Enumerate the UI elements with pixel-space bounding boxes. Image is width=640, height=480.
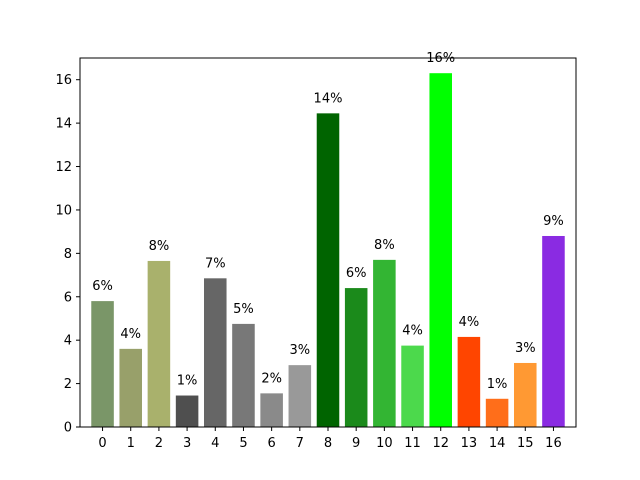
y-tick-label-4: 4 — [64, 334, 72, 349]
y-tick-label-0: 0 — [64, 421, 72, 436]
x-tick-label-13: 13 — [461, 436, 478, 451]
data-labels-group: 6% 4% 8% 1% 7% 5% 2% 3% 14% 6% 8% 4% 16% 4% 1% 3% 9% — [92, 51, 564, 392]
bar-6 — [260, 393, 283, 427]
bar-11 — [401, 345, 424, 427]
data-label-9: 6% — [346, 266, 367, 281]
data-label-12: 16% — [426, 51, 455, 66]
data-label-8: 14% — [314, 91, 343, 106]
bars-group — [91, 73, 565, 427]
data-label-4: 7% — [205, 256, 226, 271]
bar-13 — [457, 336, 481, 427]
y-tick-label-8: 8 — [64, 247, 72, 262]
x-tick-label-1: 1 — [127, 436, 135, 451]
x-tick-label-8: 8 — [324, 436, 332, 451]
x-tick-label-14: 14 — [489, 436, 506, 451]
x-tick-label-9: 9 — [352, 436, 360, 451]
x-tick-label-0: 0 — [98, 436, 106, 451]
bar-3 — [175, 395, 199, 427]
x-tick-label-6: 6 — [267, 436, 275, 451]
x-tick-label-12: 12 — [432, 436, 449, 451]
x-tick-label-7: 7 — [296, 436, 304, 451]
data-label-1: 4% — [120, 327, 141, 342]
data-label-6: 2% — [261, 371, 282, 386]
y-tick-label-16: 16 — [55, 73, 72, 88]
data-label-7: 3% — [290, 343, 311, 358]
bar-16 — [542, 235, 565, 427]
data-label-10: 8% — [374, 238, 395, 253]
y-tick-label-10: 10 — [55, 203, 72, 218]
bar-9 — [344, 288, 368, 427]
bar-15 — [514, 362, 537, 427]
x-tick-label-15: 15 — [517, 436, 534, 451]
data-label-15: 3% — [515, 341, 536, 356]
bar-8 — [316, 113, 340, 427]
bar-2 — [147, 260, 171, 427]
plot-frame — [79, 57, 577, 428]
bar-1 — [119, 348, 142, 427]
y-tick-label-12: 12 — [55, 160, 72, 175]
x-tick-label-5: 5 — [239, 436, 247, 451]
y-tick-label-6: 6 — [64, 290, 72, 305]
x-axis: 0 1 2 3 4 5 6 7 8 9 10 11 12 13 14 15 16 — [98, 427, 562, 451]
data-label-2: 8% — [149, 239, 170, 254]
y-tick-label-14: 14 — [55, 117, 72, 132]
data-label-16: 9% — [543, 214, 564, 229]
y-tick-label-2: 2 — [64, 377, 72, 392]
data-label-14: 1% — [487, 377, 508, 392]
x-tick-label-10: 10 — [376, 436, 393, 451]
bar-0 — [91, 301, 114, 427]
data-label-13: 4% — [459, 315, 480, 330]
x-tick-label-16: 16 — [545, 436, 562, 451]
x-tick-label-4: 4 — [211, 436, 219, 451]
data-label-0: 6% — [92, 279, 113, 294]
bar-4 — [204, 278, 227, 427]
x-tick-label-3: 3 — [183, 436, 191, 451]
y-axis: 0 2 4 6 8 10 12 14 16 — [55, 73, 80, 436]
bar-7 — [288, 365, 312, 427]
x-tick-label-11: 11 — [404, 436, 421, 451]
bar-12 — [429, 73, 452, 427]
bar-14 — [485, 398, 509, 427]
data-label-5: 5% — [233, 302, 254, 317]
data-label-11: 4% — [402, 324, 423, 339]
data-label-3: 1% — [177, 374, 198, 389]
x-tick-label-2: 2 — [155, 436, 163, 451]
bar-10 — [373, 259, 396, 427]
bar-5 — [232, 323, 255, 427]
